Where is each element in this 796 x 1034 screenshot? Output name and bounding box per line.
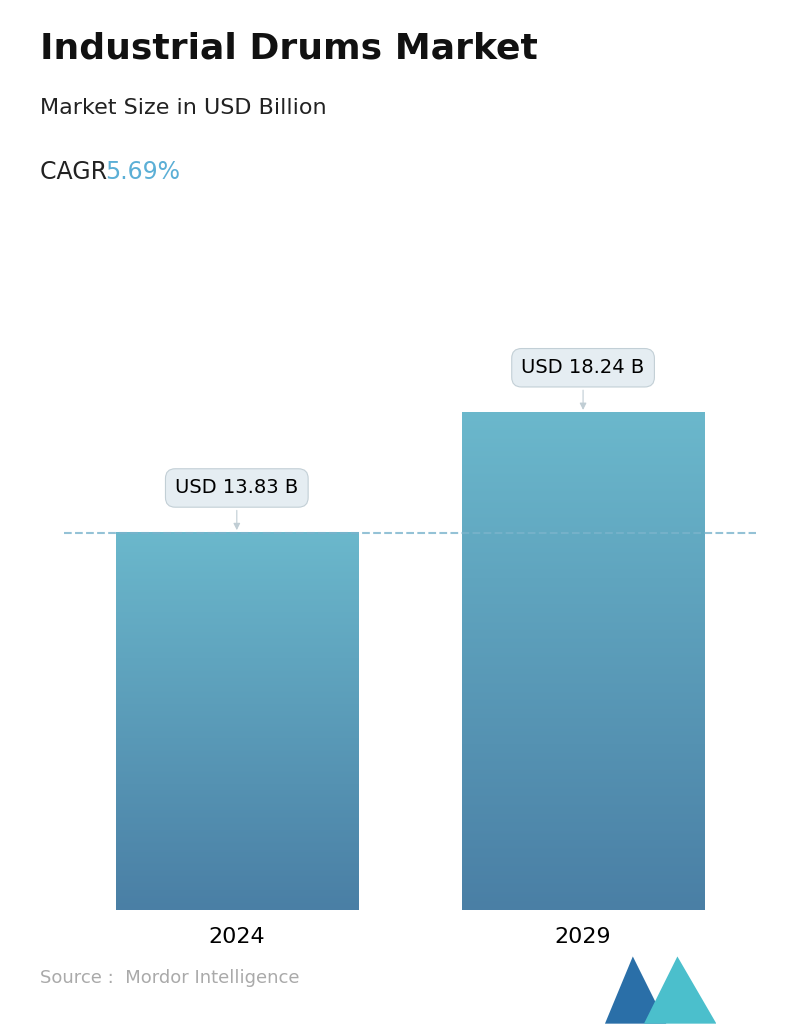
Text: USD 18.24 B: USD 18.24 B (521, 358, 645, 408)
Text: Source :  Mordor Intelligence: Source : Mordor Intelligence (40, 970, 299, 987)
Polygon shape (605, 956, 666, 1024)
Text: Market Size in USD Billion: Market Size in USD Billion (40, 98, 326, 118)
Polygon shape (644, 956, 716, 1024)
Text: CAGR: CAGR (40, 160, 115, 184)
Text: 5.69%: 5.69% (105, 160, 180, 184)
Text: USD 13.83 B: USD 13.83 B (175, 479, 298, 529)
Text: Industrial Drums Market: Industrial Drums Market (40, 31, 537, 65)
